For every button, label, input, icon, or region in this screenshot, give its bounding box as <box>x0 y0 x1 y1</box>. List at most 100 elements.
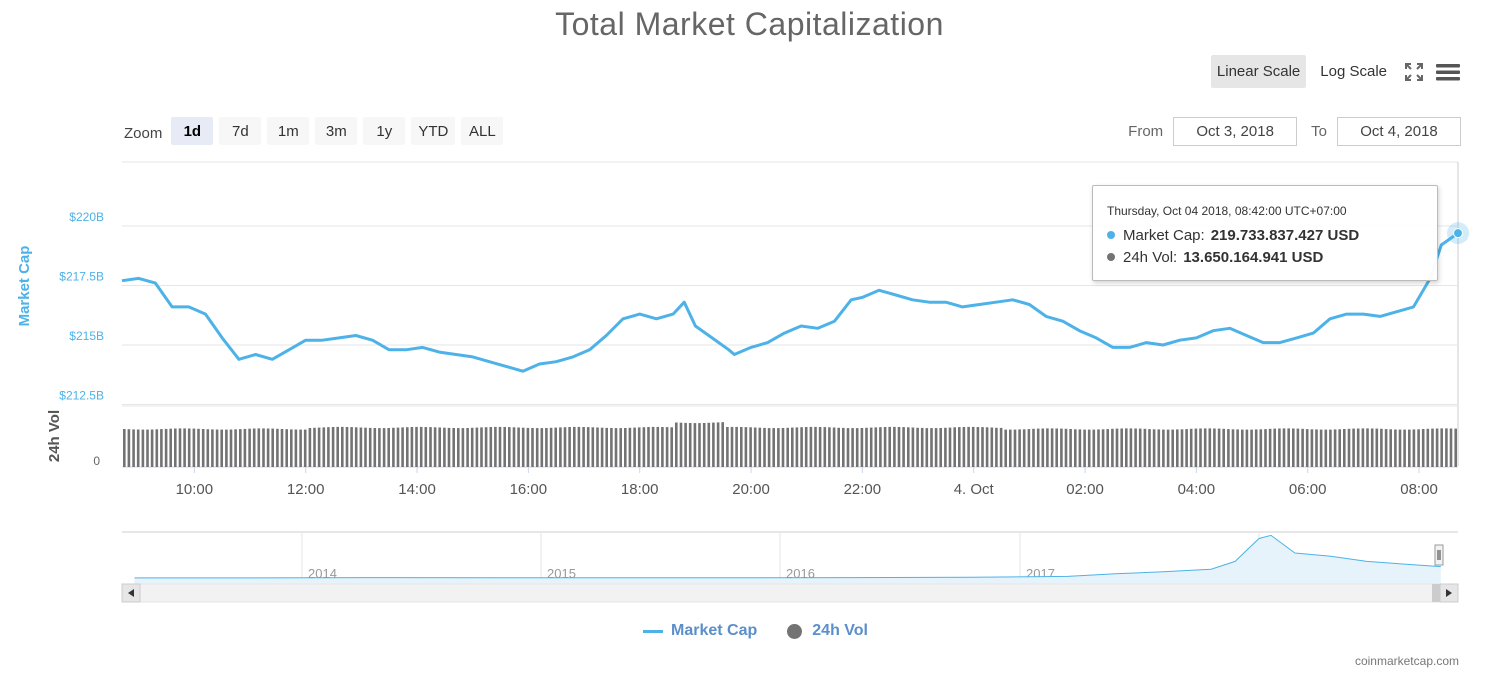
volume-column <box>1222 428 1225 467</box>
volume-column <box>1282 428 1286 467</box>
volume-column <box>401 427 404 467</box>
volume-column <box>1268 428 1272 467</box>
volume-column <box>614 428 618 467</box>
volume-column <box>1403 429 1406 467</box>
volume-column <box>651 426 655 467</box>
volume-column <box>368 427 372 467</box>
volume-column <box>559 427 562 467</box>
volume-column <box>985 427 989 467</box>
volume-column <box>443 427 446 467</box>
volume-column <box>809 426 813 467</box>
zoom-3m-button[interactable]: 3m <box>315 117 358 145</box>
volume-column <box>688 423 692 467</box>
zoom-1y-button[interactable]: 1y <box>363 117 406 145</box>
tooltip-volume-row: 24h Vol: 13.650.164.941 USD <box>1107 246 1423 268</box>
volume-column <box>160 429 163 467</box>
legend-item-volume[interactable]: 24h Vol <box>787 622 868 640</box>
volume-column <box>656 426 660 467</box>
volume-column <box>225 429 228 467</box>
volume-column <box>577 426 581 467</box>
volume-column <box>1004 429 1007 467</box>
volume-column <box>252 428 256 467</box>
volume-column <box>183 428 186 467</box>
volume-column <box>1129 428 1133 467</box>
volume-column <box>1111 428 1114 467</box>
volume-column <box>1022 429 1026 467</box>
volume-column <box>907 427 910 467</box>
volume-column <box>526 427 530 467</box>
volume-column <box>1013 429 1017 467</box>
volume-column <box>837 427 840 467</box>
volume-column <box>262 428 265 467</box>
volume-column <box>1412 429 1416 467</box>
volume-column <box>1370 428 1374 467</box>
volume-column <box>1421 429 1425 467</box>
volume-column <box>123 429 126 467</box>
scrollbar-track <box>121 583 1459 603</box>
x-tick-label: 08:00 <box>1400 481 1438 498</box>
volume-column <box>1273 428 1276 467</box>
volume-column <box>257 428 261 467</box>
volume-column <box>1356 428 1360 467</box>
volume-column <box>1041 428 1045 467</box>
volume-column <box>851 428 854 467</box>
volume-column <box>814 426 817 467</box>
volume-column <box>211 429 214 467</box>
zoom-1m-button[interactable]: 1m <box>267 117 310 145</box>
volume-column <box>823 427 827 467</box>
volume-column <box>1148 429 1151 467</box>
credit-link[interactable]: coinmarketcap.com <box>1354 654 1459 668</box>
volume-column <box>239 429 242 467</box>
volume-column <box>447 427 451 467</box>
to-date-input[interactable]: Oct 4, 2018 <box>1337 117 1461 146</box>
volume-column <box>1097 429 1100 467</box>
volume-column <box>1236 429 1239 467</box>
volume-column <box>995 427 998 467</box>
volume-column <box>1408 429 1411 467</box>
hamburger-menu-icon[interactable] <box>1435 59 1461 85</box>
volume-column <box>164 428 168 467</box>
volume-column <box>1278 428 1281 467</box>
volume-column <box>364 427 367 467</box>
legend-item-market-cap[interactable]: Market Cap <box>643 622 757 640</box>
volume-column <box>767 428 771 467</box>
market-cap-line <box>121 231 1459 373</box>
volume-column <box>874 427 878 467</box>
to-label: To <box>1311 123 1327 140</box>
volume-dot-icon <box>1107 253 1115 261</box>
from-date-input[interactable]: Oct 3, 2018 <box>1173 117 1298 146</box>
volume-column <box>600 427 604 467</box>
volume-column <box>1310 429 1314 467</box>
zoom-label: Zoom <box>124 124 163 142</box>
zoom-1d-button[interactable]: 1d <box>171 117 214 145</box>
log-scale-button[interactable]: Log Scale <box>1320 63 1387 80</box>
from-label: From <box>1128 123 1164 140</box>
zoom-all-button[interactable]: ALL <box>461 117 504 145</box>
volume-column <box>1324 429 1328 467</box>
fullscreen-icon[interactable] <box>1401 59 1427 85</box>
zoom-ytd-button[interactable]: YTD <box>411 117 456 145</box>
y-tick-label: $220B <box>69 210 104 224</box>
volume-column <box>243 428 247 467</box>
volume-column <box>1185 429 1188 467</box>
volume-column <box>1213 428 1216 467</box>
volume-column <box>777 428 780 467</box>
volume-column <box>290 429 293 467</box>
zoom-7d-button[interactable]: 7d <box>219 117 262 145</box>
volume-column <box>1199 428 1202 467</box>
volume-column <box>786 427 789 467</box>
volume-column <box>1125 428 1128 467</box>
volume-column <box>1449 428 1453 467</box>
volume-column <box>206 429 210 467</box>
volume-column <box>299 429 302 467</box>
volume-column <box>336 426 339 467</box>
volume-column <box>1254 429 1258 467</box>
volume-column <box>642 427 646 467</box>
x-tick-label: 10:00 <box>176 481 214 498</box>
volume-column <box>276 428 279 467</box>
volume-column <box>271 428 274 467</box>
linear-scale-button[interactable]: Linear Scale <box>1210 55 1307 88</box>
volume-column <box>981 427 984 467</box>
volume-column <box>1171 429 1174 467</box>
